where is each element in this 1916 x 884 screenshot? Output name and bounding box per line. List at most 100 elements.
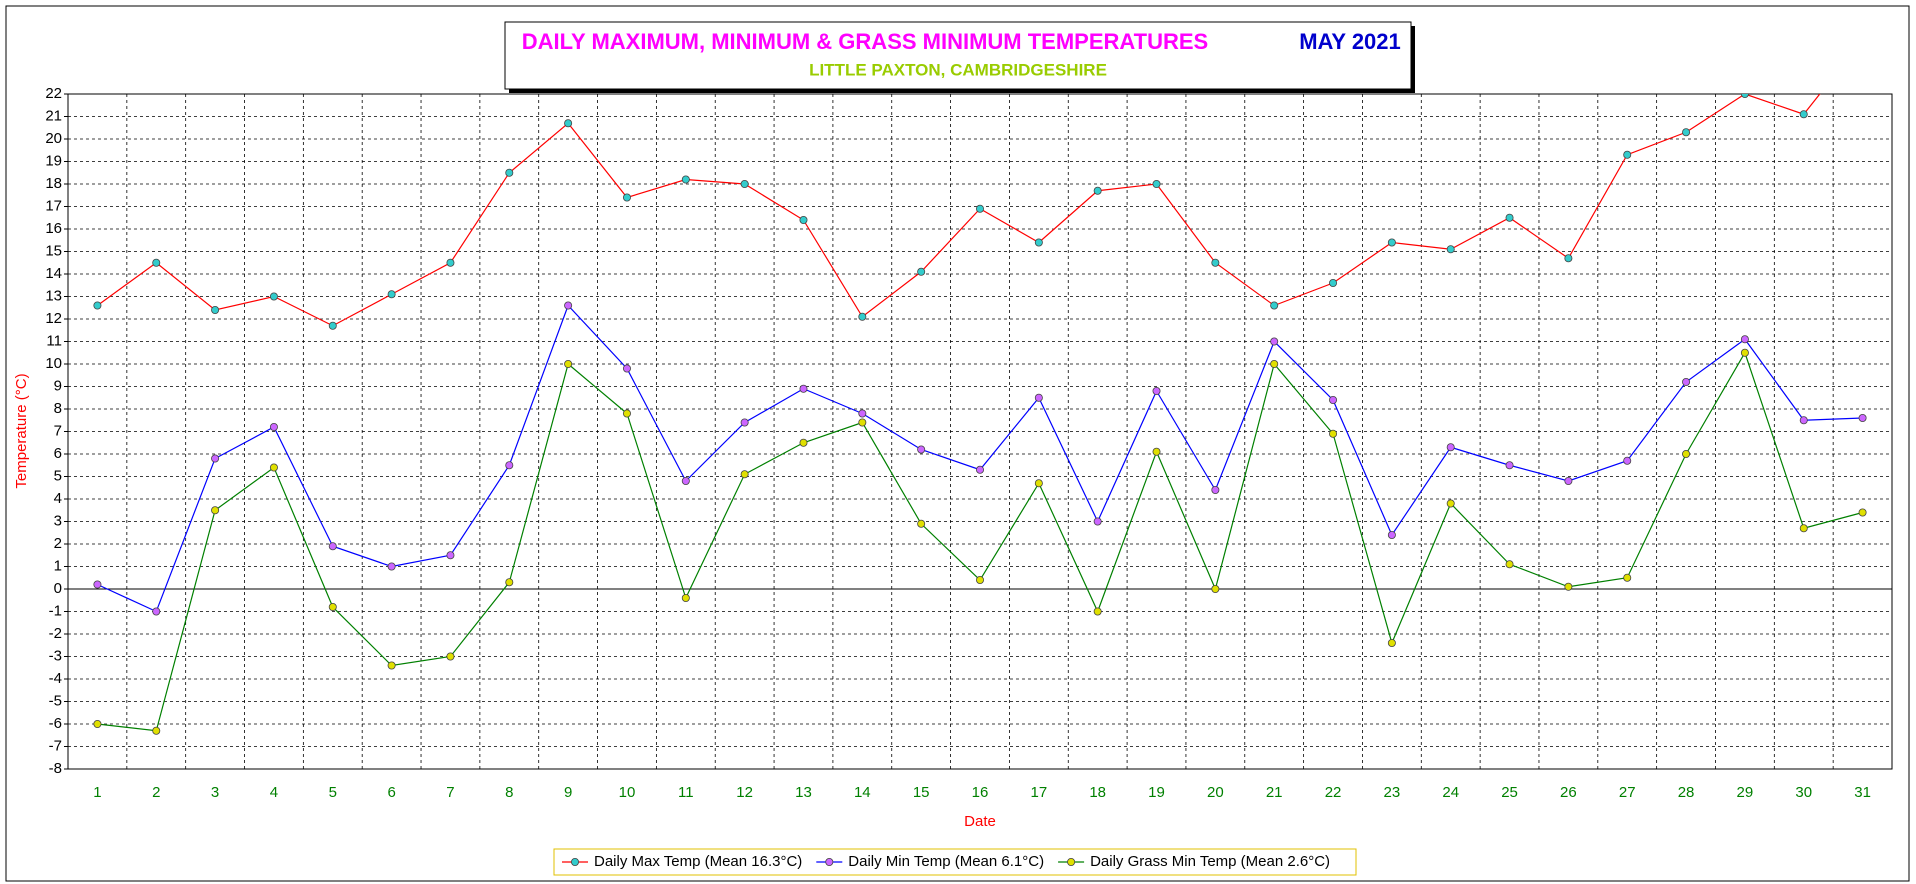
point <box>505 578 514 587</box>
y-axis-label: Temperature (°C) <box>13 373 30 488</box>
point <box>1799 416 1808 425</box>
point <box>1446 443 1455 452</box>
point <box>1152 447 1161 456</box>
point <box>387 661 396 670</box>
x-tick-label: 25 <box>1501 784 1518 801</box>
point <box>799 438 808 447</box>
point <box>740 418 749 427</box>
y-tick-label: 9 <box>54 377 62 394</box>
x-tick-label: 26 <box>1560 784 1577 801</box>
point <box>1152 179 1161 188</box>
legend-label: Daily Min Temp (Mean 6.1°C) <box>848 853 1044 870</box>
y-tick-label: -5 <box>49 692 62 709</box>
x-tick-label: 21 <box>1266 784 1283 801</box>
point <box>505 168 514 177</box>
point <box>917 445 926 454</box>
point <box>328 542 337 551</box>
point <box>564 301 573 310</box>
point <box>858 409 867 418</box>
y-tick-label: 16 <box>45 220 62 237</box>
point <box>1093 517 1102 526</box>
point <box>740 470 749 479</box>
y-tick-label: 2 <box>54 535 62 552</box>
y-tick-label: -6 <box>49 715 62 732</box>
point <box>799 215 808 224</box>
x-tick-label: 27 <box>1619 784 1636 801</box>
x-tick-label: 14 <box>854 784 871 801</box>
point <box>1270 337 1279 346</box>
point <box>446 258 455 267</box>
title-box <box>504 21 1412 90</box>
y-tick-label: 12 <box>45 310 62 327</box>
point <box>622 364 631 373</box>
y-tick-label: 21 <box>45 107 62 124</box>
y-tick-label: -3 <box>49 647 62 664</box>
chart-period: MAY 2021 <box>1299 29 1401 54</box>
x-tick-label: 20 <box>1207 784 1224 801</box>
legend-marker <box>571 858 580 867</box>
point <box>858 418 867 427</box>
x-tick-label: 11 <box>678 784 694 801</box>
point <box>1270 301 1279 310</box>
y-tick-label: 6 <box>54 445 62 462</box>
point <box>1564 476 1573 485</box>
x-tick-label: 9 <box>564 784 572 801</box>
plot-layer <box>93 94 1867 735</box>
chart-title: DAILY MAXIMUM, MINIMUM & GRASS MINIMUM T… <box>522 29 1208 54</box>
legend-marker <box>1067 858 1076 867</box>
legend-label: Daily Max Temp (Mean 16.3°C) <box>594 853 802 870</box>
point <box>681 594 690 603</box>
point <box>1211 585 1220 594</box>
point <box>211 506 220 515</box>
point <box>1564 254 1573 263</box>
point <box>1387 238 1396 247</box>
point <box>1682 377 1691 386</box>
x-axis-label: Date <box>964 813 996 830</box>
point <box>269 463 278 472</box>
x-tick-label: 13 <box>795 784 812 801</box>
x-tick-label: 8 <box>505 784 513 801</box>
point <box>1623 456 1632 465</box>
point <box>681 476 690 485</box>
point <box>564 359 573 368</box>
point <box>446 652 455 661</box>
x-tick-label: 19 <box>1148 784 1165 801</box>
point <box>1623 573 1632 582</box>
y-tick-label: 11 <box>46 332 62 349</box>
point <box>622 409 631 418</box>
point <box>505 461 514 470</box>
point <box>740 179 749 188</box>
x-tick-label: 17 <box>1030 784 1047 801</box>
point <box>446 551 455 560</box>
point <box>1740 348 1749 357</box>
x-tick-label: 28 <box>1678 784 1695 801</box>
chart-subtitle: LITTLE PAXTON, CAMBRIDGESHIRE <box>809 60 1107 79</box>
point <box>387 290 396 299</box>
x-tick-label: 31 <box>1854 784 1871 801</box>
point <box>93 301 102 310</box>
x-tick-label: 30 <box>1795 784 1812 801</box>
y-tick-label: 4 <box>54 490 62 507</box>
point <box>564 119 573 128</box>
y-tick-label: 13 <box>45 287 62 304</box>
x-tick-label: 4 <box>270 784 278 801</box>
y-tick-label: 17 <box>45 197 62 214</box>
x-tick-label: 16 <box>972 784 989 801</box>
y-tick-label: 0 <box>54 580 62 597</box>
point <box>1682 449 1691 458</box>
point <box>328 603 337 612</box>
y-tick-label: 8 <box>54 400 62 417</box>
point <box>1799 110 1808 119</box>
point <box>1740 335 1749 344</box>
point <box>1093 186 1102 195</box>
point <box>1446 245 1455 254</box>
point <box>93 580 102 589</box>
point <box>917 267 926 276</box>
point <box>1034 479 1043 488</box>
point <box>1740 94 1749 98</box>
point <box>93 720 102 729</box>
point <box>1505 213 1514 222</box>
point <box>152 607 161 616</box>
x-tick-label: 23 <box>1384 784 1401 801</box>
x-tick-label: 3 <box>211 784 219 801</box>
